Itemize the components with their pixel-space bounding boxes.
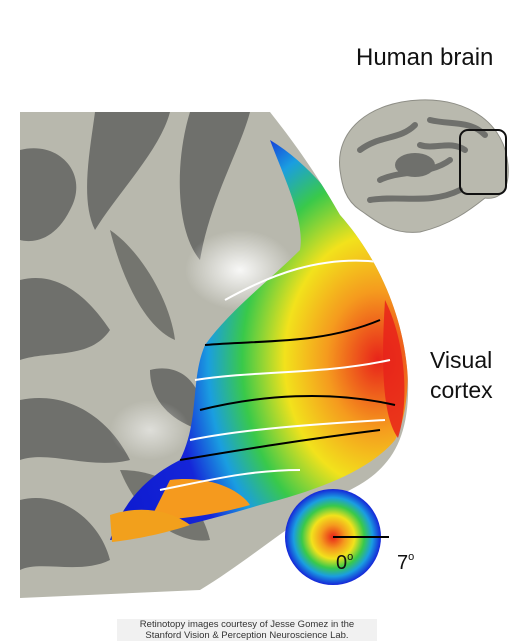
eccentricity-legend-disc [285, 489, 389, 585]
legend-seven-label: 7o [397, 551, 415, 574]
brain-icon [339, 99, 509, 233]
image-credit: Retinotopy images courtesy of Jesse Gome… [117, 619, 377, 641]
human-brain-label: Human brain [356, 44, 494, 71]
legend-zero-label: 0o [336, 551, 354, 574]
visual-cortex-label: Visual cortex [430, 347, 493, 403]
